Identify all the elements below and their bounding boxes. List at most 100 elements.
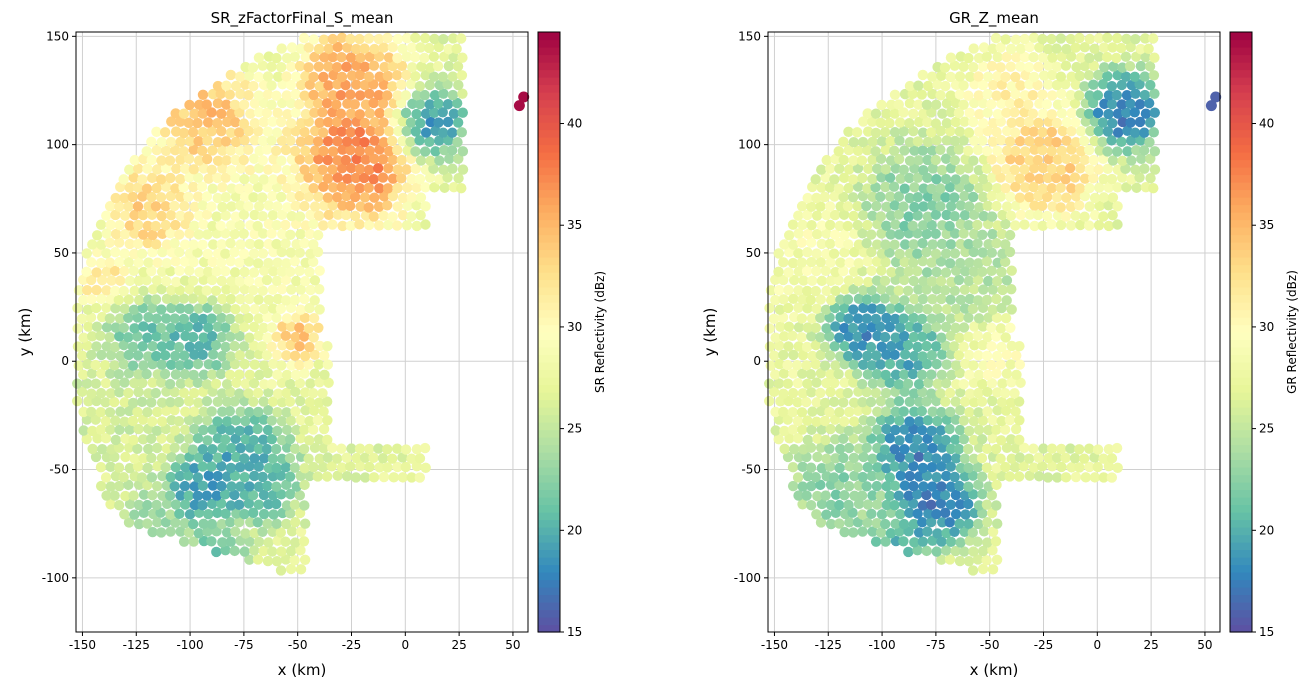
colorbar-segment (1230, 242, 1252, 251)
scatter-point (368, 79, 379, 90)
scatter-point (207, 220, 218, 232)
scatter-point (411, 443, 423, 455)
scatter-point (802, 470, 814, 482)
scatter-point (852, 200, 863, 212)
scatter-point (336, 126, 347, 137)
scatter-point (151, 275, 163, 286)
scatter-point (959, 116, 970, 127)
scatter-point (1023, 453, 1035, 464)
scatter-point (184, 265, 195, 276)
scatter-point (927, 163, 939, 174)
scatter-point (940, 248, 952, 259)
scatter-point (235, 239, 246, 250)
colorbar-segment (1230, 392, 1252, 401)
scatter-point (875, 490, 886, 501)
scatter-point (123, 312, 134, 323)
scatter-point (364, 145, 375, 156)
scatter-point (894, 229, 905, 240)
scatter-point (1051, 117, 1063, 129)
scatter-point (945, 481, 957, 492)
scatter-point (182, 321, 194, 332)
scatter-point (78, 274, 89, 286)
plot-frame-sr (75, 31, 529, 633)
scatter-point (968, 209, 980, 221)
scatter-point (141, 146, 152, 157)
scatter-point (327, 90, 339, 101)
scatter-point (898, 274, 910, 286)
scatter-point (178, 108, 190, 119)
scatter-point (156, 266, 168, 277)
scatter-point (448, 108, 460, 119)
scatter-point (419, 89, 431, 101)
scatter-point (217, 182, 228, 193)
scatter-point (259, 379, 270, 390)
scatter-point (120, 451, 131, 463)
scatter-point (921, 246, 932, 258)
scatter-point (890, 313, 901, 325)
scatter-point (428, 163, 439, 175)
scatter-point (289, 499, 301, 510)
scatter-point (156, 304, 167, 315)
scatter-point (351, 79, 362, 90)
scatter-point (811, 416, 822, 427)
scatter-point (1107, 192, 1119, 203)
scatter-point (1138, 145, 1150, 156)
scatter-point (203, 508, 214, 520)
scatter-point (240, 378, 251, 389)
scatter-point (926, 145, 938, 156)
colorbar-segment (538, 227, 560, 236)
scatter-point (119, 509, 130, 520)
scatter-point (843, 126, 854, 137)
scatter-point (183, 117, 194, 129)
scatter-point (405, 79, 417, 90)
scatter-point (313, 154, 324, 165)
scatter-point (945, 125, 956, 137)
scatter-point (96, 274, 108, 286)
scatter-point (101, 490, 112, 501)
scatter-point (113, 294, 125, 306)
scatter-point (1055, 33, 1067, 44)
scatter-point (992, 387, 1003, 398)
scatter-point (918, 275, 929, 287)
scatter-point (267, 546, 278, 557)
scatter-point (977, 135, 988, 146)
scatter-point (912, 341, 923, 353)
scatter-point (359, 136, 370, 148)
scatter-point (363, 164, 375, 176)
scatter-point (146, 397, 157, 408)
scatter-point (986, 190, 997, 202)
scatter-point (1055, 202, 1066, 213)
scatter-point (170, 517, 181, 528)
scatter-point (238, 154, 249, 166)
scatter-point (987, 228, 998, 240)
scatter-point (400, 107, 412, 119)
scatter-point (378, 471, 390, 483)
scatter-point (992, 405, 1003, 416)
scatter-point (927, 200, 938, 211)
scatter-point (976, 453, 988, 464)
colorbar-segment (538, 444, 560, 453)
scatter-point (289, 145, 301, 157)
scatter-point (964, 71, 976, 82)
scatter-point (78, 294, 89, 306)
scatter-point (1145, 172, 1156, 184)
scatter-point (444, 153, 455, 165)
scatter-point (132, 461, 144, 472)
scatter-point (397, 210, 409, 221)
scatter-point (944, 220, 955, 232)
scatter-point (1000, 34, 1011, 45)
scatter-point (281, 442, 293, 453)
scatter-point (319, 369, 330, 380)
scatter-point (890, 518, 901, 530)
scatter-point (899, 498, 910, 509)
scatter-point (890, 424, 901, 436)
scatter-point (838, 172, 850, 184)
scatter-point (898, 406, 909, 417)
scatter-point (175, 526, 186, 537)
scatter-point (945, 330, 957, 341)
scatter-point (1042, 472, 1054, 483)
scatter-point (304, 98, 315, 109)
scatter-point (796, 332, 807, 343)
scatter-point (857, 471, 868, 483)
scatter-point (378, 117, 389, 128)
